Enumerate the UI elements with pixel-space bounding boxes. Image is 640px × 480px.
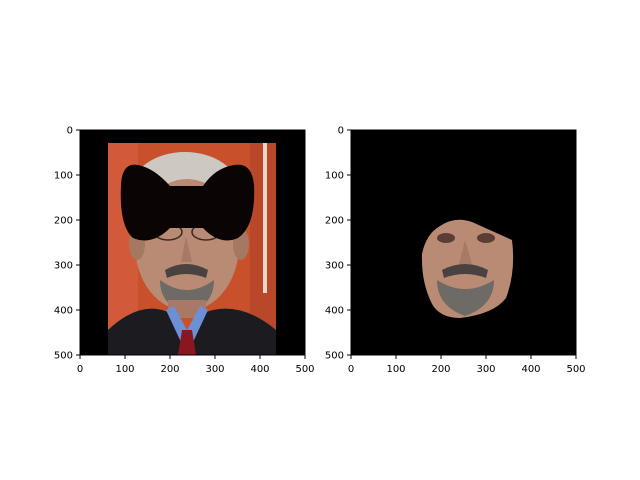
right-x-tick-label: 0 [348, 364, 354, 375]
left-axes-frame [79, 129, 306, 356]
left-y-tick-label: 300 [54, 261, 73, 272]
left-x-tick-label: 200 [160, 364, 179, 375]
right-x-tick-label: 300 [476, 364, 495, 375]
left-y-tick-label: 0 [67, 126, 73, 137]
right-x-tick-label: 200 [431, 364, 450, 375]
right-y-tick-label: 400 [325, 306, 344, 317]
left-x-tick-label: 0 [77, 364, 83, 375]
left-x-tick-label: 400 [250, 364, 269, 375]
left-image-panel [79, 129, 306, 356]
right-image-panel [350, 129, 577, 356]
right-y-tick-label: 200 [325, 216, 344, 227]
right-axes-frame [350, 129, 577, 356]
left-x-tick-label: 300 [205, 364, 224, 375]
left-axes-ticks: 0 100 200 300 400 500 0 100 200 300 400 500 [54, 126, 315, 376]
right-axes-ticks: 0 100 200 300 400 500 0 100 200 300 400 500 [325, 126, 586, 376]
bow-tie-mask [120, 164, 255, 241]
left-y-tick-label: 500 [54, 351, 73, 362]
right-y-tick-label: 0 [338, 126, 344, 137]
segmented-face [421, 219, 514, 318]
left-x-tick-label: 500 [295, 364, 314, 375]
right-y-tick-label: 100 [325, 171, 344, 182]
right-y-tick-label: 500 [325, 351, 344, 362]
right-x-tick-label: 500 [566, 364, 585, 375]
right-x-tick-label: 400 [521, 364, 540, 375]
left-y-tick-label: 100 [54, 171, 73, 182]
left-y-tick-label: 400 [54, 306, 73, 317]
left-portrait-photo [108, 143, 276, 355]
right-y-tick-label: 300 [325, 261, 344, 272]
right-x-tick-label: 100 [386, 364, 405, 375]
left-x-tick-label: 100 [115, 364, 134, 375]
left-y-tick-label: 200 [54, 216, 73, 227]
